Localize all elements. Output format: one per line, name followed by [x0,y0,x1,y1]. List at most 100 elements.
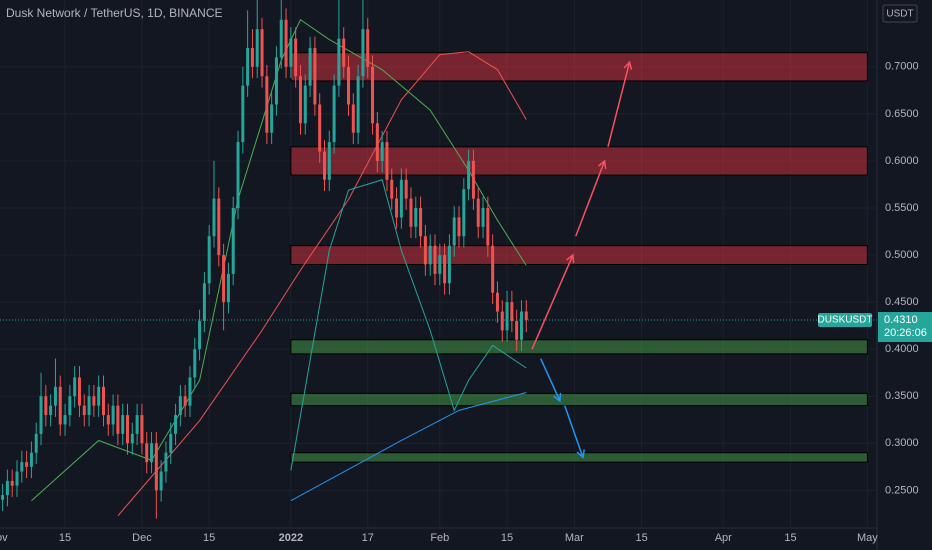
zone [290,339,868,355]
candle-body [150,443,154,463]
candle-body [164,452,168,472]
candle-body [260,29,264,77]
candle-body [409,198,413,227]
candle-body [308,48,312,86]
candle-body [327,142,331,180]
candle-body [29,452,33,467]
candle-body [279,19,283,58]
currency-label: USDT [886,9,913,20]
candle-body [159,471,163,491]
candle-body [438,255,442,274]
candle-body [207,236,211,284]
candle-body [5,480,9,496]
candle-body [82,405,86,416]
arrow [575,159,607,237]
candle-body [202,283,206,321]
x-tick-label: May [857,532,878,544]
candle-body [423,236,427,265]
candle-body [289,38,293,67]
candle-body [145,443,149,463]
y-tick-label: 0.5500 [885,202,919,214]
y-tick-label: 0.3000 [885,437,919,449]
candle-body [395,198,399,218]
candle-body [495,292,499,312]
candle-body [111,405,115,425]
candle-body [351,104,355,133]
y-tick-label: 0.3500 [885,390,919,402]
candle-body [101,386,105,416]
x-tick-label: 15 [501,532,513,544]
candle-body [34,433,38,453]
candle-body [390,179,394,199]
candle-body [298,76,302,124]
candle-body [342,38,346,67]
candle-body [452,217,456,246]
candle-body [500,311,504,331]
plot-area [0,0,877,528]
candle-body [77,377,81,406]
arrow [607,60,633,148]
indicator-line [290,391,527,502]
candle-body [294,38,298,77]
candle-body [462,189,466,237]
currency-box [882,4,918,23]
y-tick-label: 0.4500 [885,296,919,308]
y-tick-label: 0.5000 [885,249,919,261]
y-tick-label: 0.7000 [885,61,919,73]
candle-body [476,198,480,227]
candle-body [222,255,226,303]
candle-body [53,386,57,406]
candle-body [250,48,254,67]
price-tag [878,312,932,342]
candle-body [97,386,101,406]
candle-body [284,19,288,67]
candle-body [154,443,158,491]
candle-body [361,29,365,77]
candle-body [322,151,326,180]
candle-body [44,396,48,416]
candle-body [274,57,278,105]
candle-body [419,208,423,237]
candle-body [87,396,91,416]
candle-body [486,208,490,246]
candle-body [347,66,351,105]
candle-body [505,302,509,331]
candle-body [188,377,192,406]
indicator-line [290,179,527,471]
zone [290,392,868,407]
candle-body [135,415,139,434]
candle-body [39,396,43,434]
arrow [564,405,585,459]
candle-body [130,433,134,444]
candle-body [433,245,437,274]
candle-body [366,29,370,67]
candle-body [491,245,495,293]
candle-body [270,104,274,133]
candle-body [174,415,178,434]
candle-body [265,76,269,133]
candle-body [178,396,182,416]
candle-body [510,302,514,321]
candle-body [380,142,384,161]
y-tick-label: 0.6000 [885,155,919,167]
x-tick-label: Mar [565,532,584,544]
x-tick-label: 15 [635,532,647,544]
x-tick-label: 15 [203,532,215,544]
candle-body [447,245,451,284]
candle-body [116,405,120,434]
zone [290,452,868,463]
candle-body [337,38,341,86]
x-tick-label: Feb [430,532,449,544]
candle-body [1,495,5,500]
candle-body [404,179,408,199]
candle-body [241,85,245,143]
candle-body [313,48,317,105]
arrow [531,253,575,350]
x-tick-label: 2022 [279,532,303,544]
candle-body [63,415,67,425]
countdown-label: 20:26:06 [884,327,927,339]
zone [290,245,868,265]
candle-body [183,396,187,406]
